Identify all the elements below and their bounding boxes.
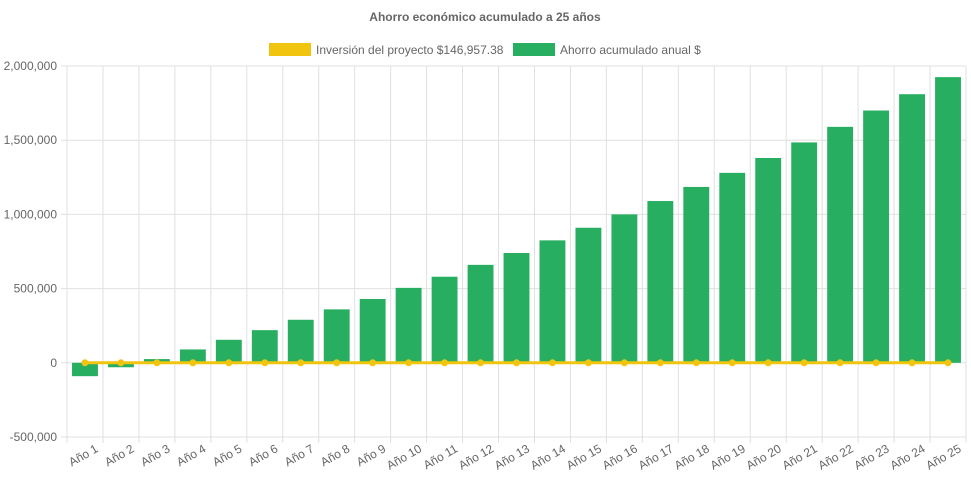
- x-tick-label: Año 18: [672, 441, 712, 472]
- grid: [61, 65, 967, 443]
- line-point[interactable]: [81, 359, 89, 367]
- line-point[interactable]: [944, 359, 952, 367]
- x-tick-label: Año 15: [564, 441, 604, 472]
- line-point[interactable]: [548, 359, 556, 367]
- bar[interactable]: [287, 319, 314, 363]
- x-tick-label: Año 22: [816, 441, 856, 472]
- x-tick-label: Año 2: [102, 441, 136, 469]
- x-tick-label: Año 14: [528, 441, 568, 472]
- y-tick-label: 500,000: [14, 282, 58, 296]
- line-point[interactable]: [800, 359, 808, 367]
- line-point[interactable]: [764, 359, 772, 367]
- x-tick-label: Año 25: [924, 441, 964, 472]
- x-tick-label: Año 12: [456, 441, 496, 472]
- x-tick-label: Año 4: [174, 441, 208, 469]
- y-tick-label: -500,000: [10, 430, 58, 444]
- x-tick-label: Año 24: [888, 441, 928, 472]
- line-point[interactable]: [656, 359, 664, 367]
- bar[interactable]: [251, 330, 278, 363]
- x-tick-label: Año 1: [66, 441, 100, 469]
- bar[interactable]: [431, 276, 458, 363]
- chart-title: Ahorro económico acumulado a 25 años: [369, 10, 601, 24]
- bar[interactable]: [179, 349, 206, 363]
- y-tick-label: 1,000,000: [4, 207, 58, 221]
- bar[interactable]: [395, 287, 422, 363]
- x-tick-label: Año 20: [744, 441, 784, 472]
- x-tick-label: Año 3: [138, 441, 172, 469]
- line-point[interactable]: [261, 359, 269, 367]
- bar[interactable]: [863, 110, 890, 363]
- bar[interactable]: [467, 264, 494, 363]
- line-point[interactable]: [836, 359, 844, 367]
- line-point[interactable]: [189, 359, 197, 367]
- bar[interactable]: [935, 77, 961, 363]
- y-tick-label: 1,500,000: [4, 133, 58, 147]
- x-tick-label: Año 16: [600, 441, 640, 472]
- legend-swatch-inversion: [269, 43, 311, 56]
- bar[interactable]: [683, 186, 710, 363]
- x-tick-label: Año 21: [780, 441, 820, 472]
- legend-swatch-ahorro: [513, 43, 555, 56]
- legend-label-inversion[interactable]: Inversión del proyecto $146,957.38: [316, 43, 504, 57]
- line-point[interactable]: [908, 359, 916, 367]
- x-tick-label: Año 19: [708, 441, 748, 472]
- x-tick-label: Año 8: [318, 441, 352, 469]
- x-tick-label: Año 11: [421, 441, 460, 472]
- line-point[interactable]: [333, 359, 341, 367]
- line-point[interactable]: [405, 359, 413, 367]
- bar[interactable]: [755, 158, 782, 363]
- line-point[interactable]: [620, 359, 628, 367]
- bar[interactable]: [323, 309, 350, 363]
- bar[interactable]: [215, 339, 242, 363]
- y-tick-label: 2,000,000: [4, 59, 58, 73]
- bar[interactable]: [791, 142, 818, 363]
- bar[interactable]: [539, 240, 566, 363]
- x-tick-label: Año 13: [492, 441, 532, 472]
- line-point[interactable]: [117, 359, 125, 367]
- bar[interactable]: [719, 172, 746, 363]
- bar[interactable]: [359, 298, 386, 363]
- bar[interactable]: [72, 362, 98, 377]
- line-point[interactable]: [297, 359, 305, 367]
- line-point[interactable]: [728, 359, 736, 367]
- x-tick-label: Año 9: [354, 441, 388, 469]
- legend-label-ahorro[interactable]: Ahorro acumulado anual $: [560, 43, 701, 57]
- bar[interactable]: [899, 94, 926, 363]
- line-point[interactable]: [584, 359, 592, 367]
- y-tick-label: 0: [50, 356, 57, 370]
- bar[interactable]: [611, 214, 638, 363]
- bar[interactable]: [827, 126, 854, 363]
- line-point[interactable]: [441, 359, 449, 367]
- line-point[interactable]: [153, 359, 161, 367]
- legend[interactable]: Inversión del proyecto $146,957.38 Ahorr…: [269, 43, 701, 57]
- line-point[interactable]: [872, 359, 880, 367]
- x-tick-label: Año 10: [384, 441, 424, 472]
- x-tick-label: Año 6: [246, 441, 280, 469]
- bar[interactable]: [647, 201, 674, 363]
- bar-series: [72, 77, 961, 377]
- bar[interactable]: [575, 227, 602, 363]
- x-axis-ticks: Año 1 Año 2 Año 3 Año 4 Año 5 Año 6 Año 7 Año 8…: [66, 441, 963, 472]
- line-point[interactable]: [477, 359, 485, 367]
- y-axis-ticks: 2,000,000 1,500,000 1,000,000 500,000 0 -500,…: [4, 59, 58, 444]
- line-point[interactable]: [513, 359, 520, 367]
- x-tick-label: Año 5: [210, 441, 244, 469]
- x-tick-label: Año 7: [282, 441, 316, 469]
- bar[interactable]: [503, 252, 530, 363]
- line-series: [81, 359, 952, 367]
- x-tick-label: Año 23: [852, 441, 892, 472]
- line-point[interactable]: [692, 359, 700, 367]
- x-tick-label: Año 17: [636, 441, 676, 472]
- line-point[interactable]: [369, 359, 377, 367]
- line-point[interactable]: [225, 359, 233, 367]
